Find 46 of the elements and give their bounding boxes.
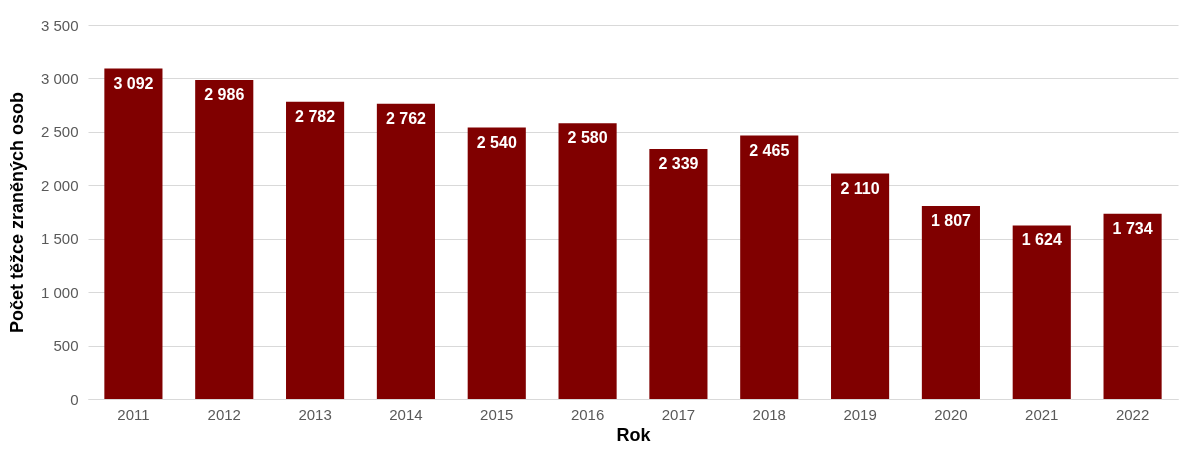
x-tick-label: 2019 xyxy=(843,405,877,423)
x-tick-label: 2013 xyxy=(298,405,332,423)
x-tick-label: 2018 xyxy=(752,405,786,423)
y-tick-label: 3 500 xyxy=(40,16,79,34)
data-label: 1 624 xyxy=(1021,231,1062,249)
y-tick-label: 0 xyxy=(70,390,79,408)
y-axis-title: Počet těžce zraněných osob xyxy=(6,91,27,334)
data-label: 1 734 xyxy=(1112,219,1153,237)
y-tick-label: 1 500 xyxy=(40,230,79,248)
data-label: 1 807 xyxy=(930,211,972,229)
x-tick-label: 2021 xyxy=(1025,405,1059,423)
x-tick-label: 2017 xyxy=(661,405,696,423)
bar xyxy=(558,123,617,399)
bar xyxy=(286,101,345,399)
x-tick-label: 2016 xyxy=(570,405,605,423)
x-tick-label: 2020 xyxy=(934,405,968,423)
x-tick-label: 2015 xyxy=(480,405,514,423)
data-label: 2 580 xyxy=(567,129,608,147)
x-tick-label: 2014 xyxy=(389,405,423,423)
bar xyxy=(1103,213,1162,399)
bar xyxy=(195,79,254,399)
bar xyxy=(104,68,163,399)
data-label: 2 110 xyxy=(840,179,880,197)
data-label: 2 782 xyxy=(295,107,336,125)
bar xyxy=(740,135,799,399)
y-tick-label: 3 000 xyxy=(40,69,79,87)
y-tick-label: 500 xyxy=(53,337,79,355)
x-tick-label: 2022 xyxy=(1115,405,1150,423)
data-label: 2 465 xyxy=(749,141,790,159)
y-tick-label: 1 000 xyxy=(40,283,79,301)
x-axis-title: Rok xyxy=(616,424,652,445)
data-label: 2 986 xyxy=(204,85,245,103)
bar xyxy=(467,127,526,399)
bar xyxy=(831,173,890,399)
data-label: 2 339 xyxy=(658,155,699,173)
bar xyxy=(921,205,980,399)
bar xyxy=(1012,225,1071,399)
x-tick-label: 2012 xyxy=(207,405,241,423)
data-label: 3 092 xyxy=(113,74,154,92)
bar xyxy=(649,149,708,399)
x-tick-label: 2011 xyxy=(117,405,150,423)
bar xyxy=(376,103,435,399)
y-tick-label: 2 000 xyxy=(40,176,79,194)
y-tick-label: 2 500 xyxy=(40,123,79,141)
data-label: 2 762 xyxy=(385,109,427,127)
data-label: 2 540 xyxy=(476,133,517,151)
